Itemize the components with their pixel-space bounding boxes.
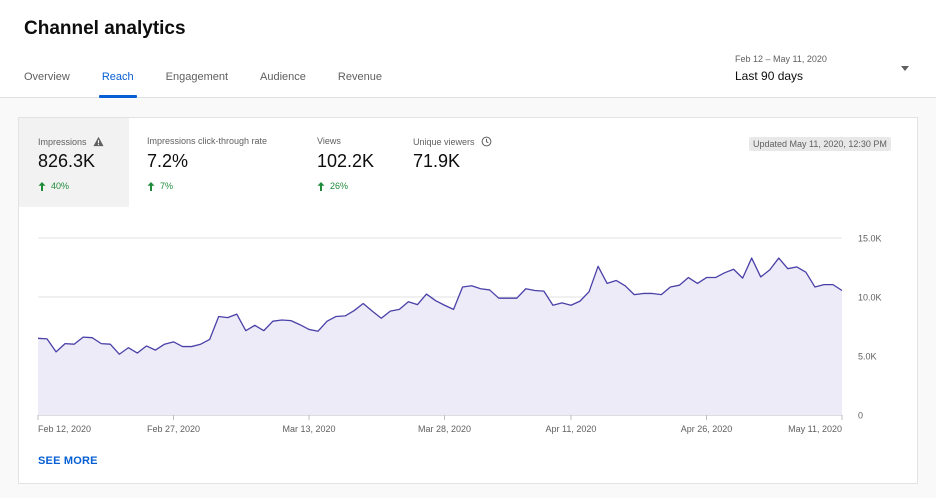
date-range-label: Last 90 days (735, 69, 804, 83)
metric-label: Impressions click-through rate (147, 136, 268, 146)
x-tick-label: May 11, 2020 (788, 424, 842, 434)
tab-overview[interactable]: Overview (24, 71, 70, 83)
date-range-text: Feb 12 – May 11, 2020 (735, 54, 827, 64)
impressions-chart: 15.0K 10.0K 5.0K 0 Feb 12, 2020 Feb 27, 2020 M… (37, 234, 882, 434)
x-tick-label: Apr 26, 2020 (681, 424, 733, 434)
metric-label: Impressions (38, 136, 87, 147)
arrow-up-icon (317, 181, 325, 191)
impressions-line (37, 257, 843, 355)
metric-delta: 26% (330, 181, 349, 191)
tab-reach[interactable]: Reach (98, 71, 137, 98)
metric-value: 7.2% (147, 151, 189, 171)
tab-engagement[interactable]: Engagement (165, 71, 229, 83)
metric-value: 102.2K (317, 151, 375, 171)
top-bar: Channel analytics Overview Reach Engagem… (0, 0, 936, 98)
see-more-button[interactable]: SEE MORE (38, 455, 98, 467)
analytics-card: 15.0K 10.0K 5.0K 0 Feb 12, 2020 Feb 27, 2020 M… (18, 117, 918, 484)
metric-card-unique-viewers[interactable]: Unique viewers 71.9K (399, 118, 519, 207)
metric-label: Unique viewers (413, 136, 475, 147)
impressions-area (38, 258, 842, 415)
y-tick-label: 5.0K (858, 352, 877, 362)
warning-icon (92, 136, 104, 147)
x-tick-label: Feb 12, 2020 (38, 424, 91, 434)
x-tick-label: Feb 27, 2020 (147, 424, 200, 434)
y-tick-label: 15.0K (858, 234, 882, 244)
tab-bar: Overview Reach Engagement Audience Reven… (24, 71, 414, 98)
x-tick-label: Mar 13, 2020 (282, 424, 335, 434)
metric-card-impressions[interactable]: Impressions 826.3K 40% (19, 118, 129, 207)
x-tick-label: Apr 11, 2020 (546, 424, 597, 434)
x-tick-label: Mar 28, 2020 (418, 424, 471, 434)
tab-audience[interactable]: Audience (260, 71, 306, 83)
caret-down-icon (901, 66, 909, 71)
y-tick-label: 10.0K (858, 293, 882, 303)
arrow-up-icon (147, 181, 155, 191)
metric-card-views[interactable]: Views 102.2K 26% (299, 118, 399, 207)
updated-timestamp: Updated May 11, 2020, 12:30 PM (749, 137, 891, 151)
date-range-dropdown[interactable]: Feb 12 – May 11, 2020 Last 90 days (735, 54, 915, 88)
metric-delta: 7% (160, 181, 174, 191)
page-title: Channel analytics (24, 18, 186, 39)
metric-card-ctr[interactable]: Impressions click-through rate 7.2% 7% (129, 118, 299, 207)
y-tick-label: 0 (858, 411, 863, 421)
metric-label: Views (317, 136, 341, 146)
metric-delta: 40% (51, 181, 70, 191)
metric-value: 826.3K (38, 151, 96, 171)
arrow-up-icon (38, 181, 46, 191)
metric-value: 71.9K (413, 151, 461, 171)
clock-icon (481, 136, 491, 147)
tab-revenue[interactable]: Revenue (337, 71, 382, 83)
